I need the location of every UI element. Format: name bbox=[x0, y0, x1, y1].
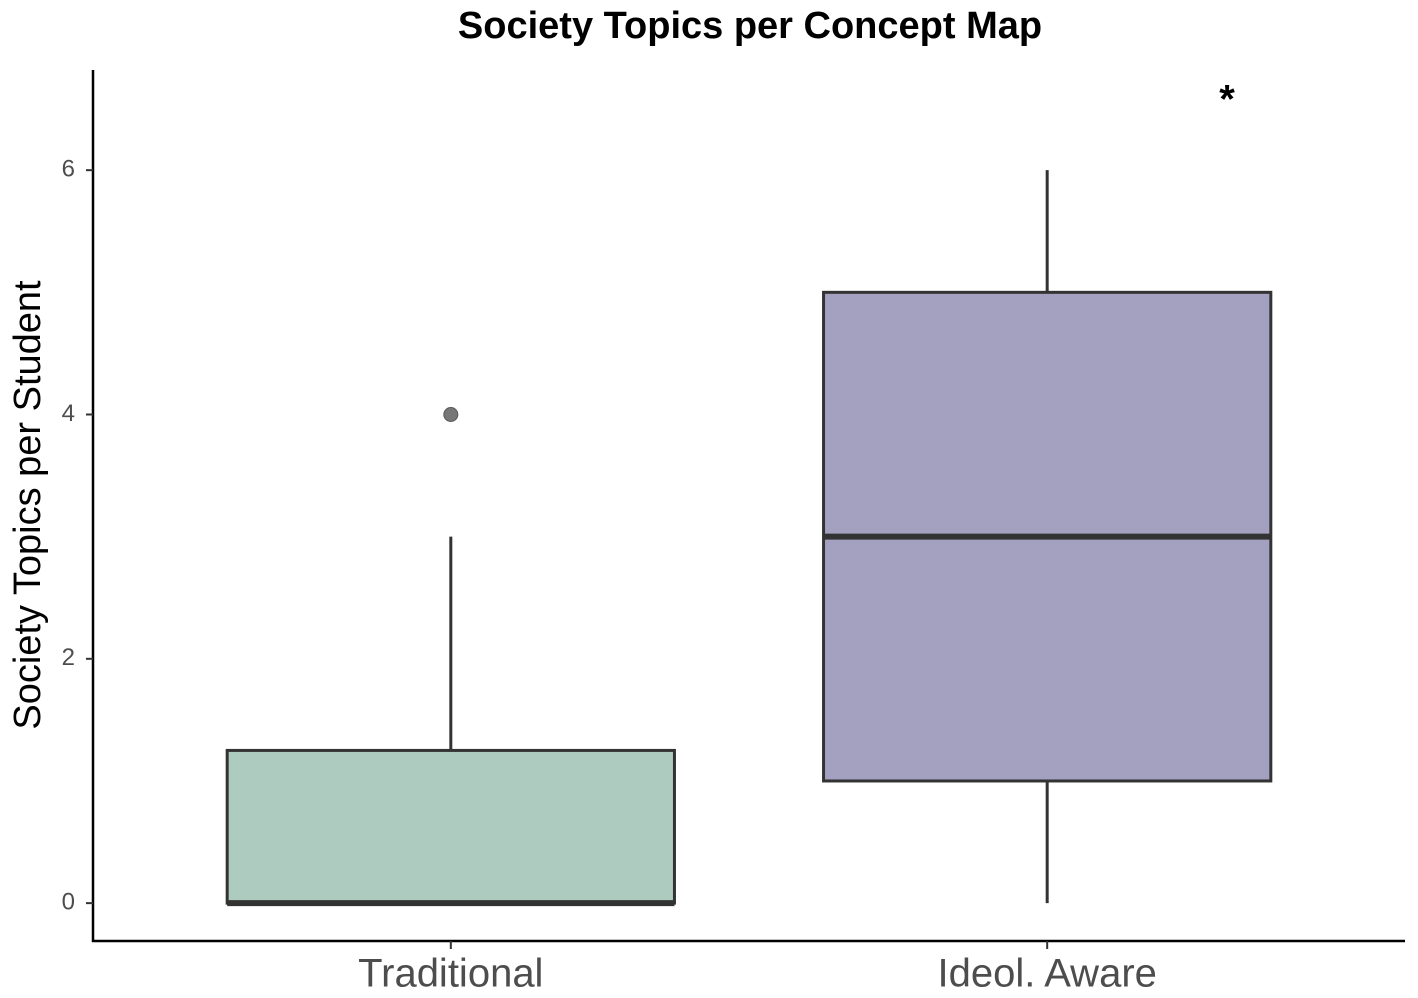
x-tick-label: Ideol. Aware bbox=[937, 952, 1156, 996]
box bbox=[225, 748, 676, 905]
annotation: * bbox=[1219, 78, 1235, 122]
chart-title: Society Topics per Concept Map bbox=[458, 5, 1042, 47]
y-tick-label: 0 bbox=[62, 888, 75, 915]
y-axis-label: Society Topics per Student bbox=[7, 280, 49, 730]
y-tick-label: 2 bbox=[62, 644, 75, 671]
y-tick-label: 6 bbox=[62, 156, 75, 183]
y-tick-label: 4 bbox=[62, 400, 75, 427]
x-tick-label: Traditional bbox=[358, 952, 543, 996]
outlier bbox=[443, 406, 459, 422]
